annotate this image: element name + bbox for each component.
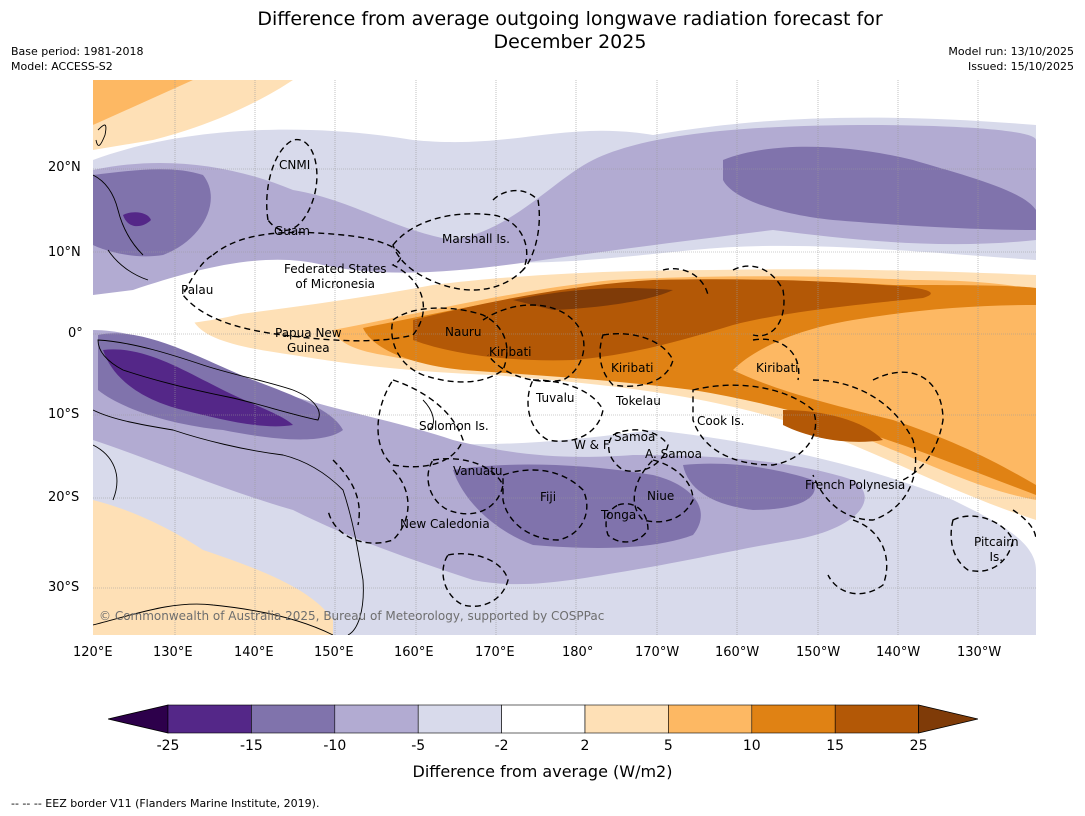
footer-eez-note: -- -- -- EEZ border V11 (Flanders Marine… [11,797,320,810]
lat-tick-0: 0° [68,326,83,341]
anomaly-white-westpac [132,284,293,325]
colorbar-cell [167,704,252,734]
model-run: Model run: 13/10/2025 [948,45,1074,58]
label-newcal: New Caledonia [400,517,490,531]
colorbar-tick: 10 [742,738,761,754]
label-fsm: Federated States of Micronesia [284,262,386,292]
label-solomon: Solomon Is. [419,419,489,433]
lon-tick-170w: 170°W [635,645,680,660]
anomaly-dark-purple-pacific [683,463,815,510]
label-tokelau: Tokelau [616,394,661,408]
colorbar-cell [501,704,586,734]
anomaly-dark-purple-hawaii [723,146,1036,230]
colorbar-cell [584,704,669,734]
lon-tick-150w: 150°W [796,645,841,660]
lon-tick-130w: 130°W [957,645,1002,660]
lat-tick-10s: 10°S [48,407,80,422]
map-plot [93,80,1036,635]
label-pitcairn-line1: Pitcairn [974,535,1019,549]
lat-tick-20s: 20°S [48,490,80,505]
copyright-notice: © Commonwealth of Australia 2025, Bureau… [99,609,605,623]
lon-tick-160w: 160°W [715,645,760,660]
label-cook: Cook Is. [697,414,745,428]
label-pitcairn-line2: Is. [989,550,1004,564]
colorbar-cell [834,704,919,734]
colorbar-cell [417,704,502,734]
label-nauru: Nauru [445,325,482,339]
colorbar-tick: -25 [156,738,180,754]
label-tuvalu: Tuvalu [536,391,575,405]
lat-tick-30s: 30°S [48,580,80,595]
label-guam: Guam [274,224,310,238]
anomaly-light-orange-topleft [93,80,293,150]
lon-tick-140e: 140°E [234,645,274,660]
label-niue: Niue [647,489,675,503]
colorbar-tick: 25 [909,738,928,754]
colorbar-cells [108,704,978,734]
label-fsm-line2: of Micronesia [295,277,376,291]
base-period: Base period: 1981-2018 [11,45,144,58]
colorbar-cell [751,704,836,734]
label-png-line2: Guinea [287,341,330,355]
anomaly-dark-purple-fiji [453,464,701,548]
label-tonga: Tonga [601,508,637,522]
title-line-1: Difference from average outgoing longwav… [257,8,883,30]
colorbar-tick: -15 [239,738,263,754]
graticule [93,80,1036,635]
label-kiribati-e: Kiribati [756,361,799,375]
anomaly-deepest-brown [513,288,673,310]
colorbar-tick: -5 [411,738,426,754]
anomaly-deep-purple-png [103,349,293,427]
label-png: Papua New Guinea [275,326,342,356]
lat-tick-10n: 10°N [48,245,81,260]
label-kiribati-w: Kiribati [489,345,532,359]
lon-tick-150e: 150°E [314,645,354,660]
colorbar-cell [334,704,419,734]
colorbar-extend-high [918,704,978,734]
colorbar-tick: -2 [494,738,509,754]
anomaly-dark-purple-philippines [93,169,211,257]
colorbar-tick: -10 [323,738,347,754]
meta-left: Base period: 1981-2018 Model: ACCESS-S2 [11,44,143,74]
label-palau: Palau [181,283,214,297]
colorbar-tick: 15 [826,738,845,754]
colorbar-label: Difference from average (W/m2) [412,762,673,781]
colorbar-extend-low [108,704,169,734]
coastlines [93,124,434,635]
label-cnmi: CNMI [279,158,311,172]
label-fsm-line1: Federated States [284,262,387,276]
lon-tick-140w: 140°W [876,645,921,660]
lon-tick-120e: 120°E [73,645,113,660]
colorbar [108,704,978,734]
meta-right: Model run: 13/10/2025 Issued: 15/10/2025 [948,44,1074,74]
chart-title: Difference from average outgoing longwav… [0,8,1085,54]
colorbar-tick: 5 [663,738,673,754]
label-fiji: Fiji [540,490,557,504]
label-asamoa: A. Samoa [645,447,702,461]
label-png-line1: Papua New [275,326,342,340]
issued-date: Issued: 15/10/2025 [967,60,1074,73]
label-marshall: Marshall Is. [442,232,510,246]
lon-tick-170e: 170°E [475,645,515,660]
lon-tick-160e: 160°E [394,645,434,660]
lat-tick-20n: 20°N [48,160,81,175]
colorbar-cell [668,704,753,734]
anomaly-light-orange-australia [93,500,333,635]
label-wf: W & F [574,438,610,452]
anomaly-deep-purple-philippines [123,212,151,227]
label-samoa: Samoa [614,430,656,444]
colorbar-tick: 2 [580,738,590,754]
colorbar-cell [251,704,336,734]
label-kiribati-c: Kiribati [611,361,654,375]
label-vanuatu: Vanuatu [453,464,503,478]
lon-tick-130e: 130°E [153,645,193,660]
label-pitcairn: Pitcairn Is. [974,535,1019,565]
lon-tick-180: 180° [562,645,594,660]
title-line-2: December 2025 [493,31,647,53]
model-name: Model: ACCESS-S2 [11,60,113,73]
eez-borders [182,138,1036,607]
label-frpoly: French Polynesia [805,478,906,492]
anomaly-brown-cookis [783,410,883,442]
